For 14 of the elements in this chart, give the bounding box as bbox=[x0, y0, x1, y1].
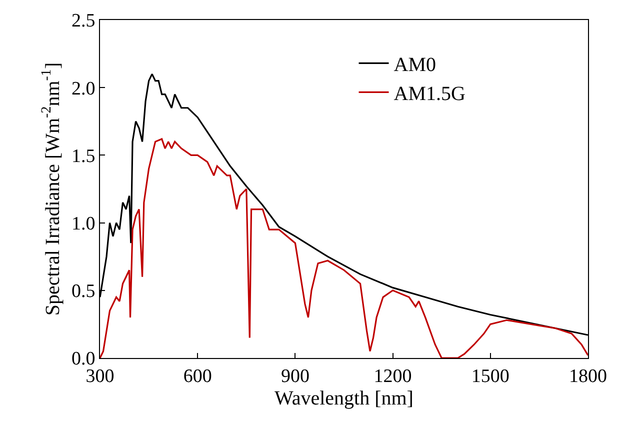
y-tick-label: 1.0 bbox=[71, 213, 96, 234]
legend-label: AM0 bbox=[394, 54, 436, 76]
x-tick-label: 1200 bbox=[374, 366, 412, 387]
y-tick-label: 2.5 bbox=[71, 10, 96, 32]
legend-label: AM1.5G bbox=[394, 82, 466, 105]
x-tick-label: 1500 bbox=[471, 366, 510, 387]
x-tick-label: 900 bbox=[280, 366, 310, 387]
x-tick-label: 600 bbox=[183, 366, 212, 387]
x-axis-title: Wavelength [nm] bbox=[274, 387, 414, 410]
x-tick-label: 1800 bbox=[569, 366, 607, 387]
line-series bbox=[100, 138, 588, 358]
y-tick-label: 1.5 bbox=[71, 146, 96, 167]
y-tick-label: 0.5 bbox=[71, 281, 96, 302]
y-tick-label: 2.0 bbox=[71, 78, 96, 100]
